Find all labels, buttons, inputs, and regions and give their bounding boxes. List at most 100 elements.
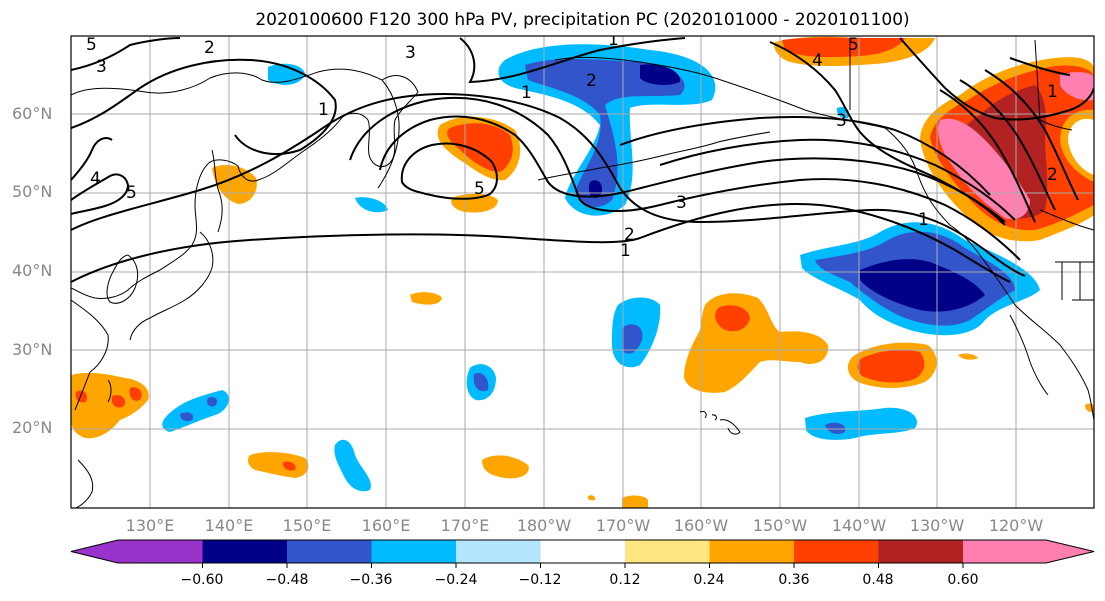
contour-pv-5 xyxy=(400,142,498,200)
contour-pv-3b xyxy=(659,138,1016,221)
contour-pv-ne-1 xyxy=(769,41,1006,223)
lat-label: 50°N xyxy=(12,182,53,201)
contour-label: 1 xyxy=(521,83,532,103)
contour-label: 3 xyxy=(96,57,107,77)
contour-pv-ne-2 xyxy=(899,37,1094,121)
lon-label: 140°W xyxy=(831,516,887,535)
contour-label: 1 xyxy=(318,100,329,120)
contour-label: 2 xyxy=(586,71,597,91)
negative-anomaly-small xyxy=(162,297,917,492)
coast-china xyxy=(71,299,109,411)
pv-contours xyxy=(71,37,1094,283)
contour-label: 1 xyxy=(620,241,631,261)
colorbar-bin xyxy=(456,540,541,563)
colorbar-tick-label: −0.60 xyxy=(180,572,224,588)
contour-label: 2 xyxy=(204,38,215,58)
lon-label: 140°E xyxy=(204,516,254,535)
lon-label: 150°W xyxy=(752,516,808,535)
contour-label: 5 xyxy=(86,35,97,55)
contour-label: 5 xyxy=(474,179,485,199)
map-frame xyxy=(70,35,1095,509)
colorbar-bin xyxy=(878,540,964,563)
contour-pv-5b xyxy=(619,115,991,196)
contour-label: 2 xyxy=(624,225,635,245)
coast-baja xyxy=(1009,314,1049,396)
coast-kamchatka xyxy=(377,79,400,189)
lon-label: 180°W xyxy=(516,516,572,535)
contour-pv-4 xyxy=(379,115,1006,226)
coast-taiwan xyxy=(107,379,112,403)
colorbar-bin xyxy=(118,540,203,563)
lon-label: 130°E xyxy=(125,516,175,535)
colorbar-bin xyxy=(202,540,288,563)
contour-label: 4 xyxy=(812,51,823,71)
contour-label: 3 xyxy=(836,111,847,131)
lon-label: 120°W xyxy=(988,516,1044,535)
colorbar-tick-label: −0.24 xyxy=(434,572,478,588)
lon-label: 150°E xyxy=(282,516,332,535)
colorbar-extend-max xyxy=(1046,540,1094,563)
lon-label: 130°W xyxy=(909,516,965,535)
colorbar-bin xyxy=(371,540,457,563)
contour-pv-ne-trough2 xyxy=(959,79,1056,211)
lat-label: 60°N xyxy=(12,104,53,123)
colorbar-bin xyxy=(963,540,1046,563)
contour-label: 2 xyxy=(1047,165,1058,185)
colorbar-tick-label: −0.12 xyxy=(518,572,562,588)
colorbar-tick-label: 0.48 xyxy=(862,572,894,588)
colorbar-tick-label: 0.60 xyxy=(947,572,979,588)
contour-pv-west-4 xyxy=(71,173,130,215)
map-gridlines xyxy=(71,36,1094,508)
contour-pv-ne-trough3 xyxy=(984,69,1079,201)
colorbar-bin xyxy=(794,540,879,563)
colorbar-tick-label: −0.48 xyxy=(265,572,309,588)
contour-pv-ne-4 xyxy=(1009,57,1071,76)
contour-pv-west-5 xyxy=(71,137,113,181)
lat-label: 20°N xyxy=(12,418,53,437)
colorbar-tick-label: 0.36 xyxy=(778,572,810,588)
contour-label: 5 xyxy=(848,35,859,55)
coast-philippines xyxy=(75,459,94,508)
coast-japan xyxy=(129,231,214,341)
coast-us-states xyxy=(1055,261,1094,301)
contour-pv-1 xyxy=(71,203,1011,283)
coast-canada-border xyxy=(849,38,1094,231)
colorbar-bin xyxy=(709,540,795,563)
lon-label: 170°W xyxy=(595,516,651,535)
colorbar-tick-label: −0.36 xyxy=(349,572,393,588)
contour-label: 5 xyxy=(126,183,137,203)
colorbar-tick-label: 0.24 xyxy=(693,572,725,588)
contour-pv-3 xyxy=(349,96,1021,261)
colorbar-outline xyxy=(70,539,1095,564)
colorbar-bin xyxy=(287,540,372,563)
lon-label: 160°W xyxy=(673,516,729,535)
contour-label: 1 xyxy=(1047,82,1058,102)
colorbar-bin xyxy=(625,540,710,563)
pv-contour-labels: 5 2 3 1 4 5 3 1 2 1 4 5 5 3 2 1 1 3 1 2 xyxy=(86,30,1058,261)
contour-pv-ne-trough1 xyxy=(939,89,1036,223)
coast-alaska xyxy=(554,56,1094,421)
lon-label: 160°E xyxy=(361,516,411,535)
contour-pv-2 xyxy=(71,93,1026,277)
contour-label: 1 xyxy=(918,210,929,230)
coastlines xyxy=(71,38,1094,508)
coast-hawaii xyxy=(699,411,741,435)
coast-sakhalin xyxy=(211,149,223,233)
colorbar-tick-label: 0.12 xyxy=(609,572,641,588)
contour-pv-north-1 xyxy=(459,37,686,84)
lon-label: 170°E xyxy=(440,516,490,535)
colorbar-extend-min xyxy=(71,540,118,563)
contour-label: 3 xyxy=(405,43,416,63)
map-title: 2020100600 F120 300 hPa PV, precipitatio… xyxy=(255,10,910,30)
lat-label: 40°N xyxy=(12,261,53,280)
colorbar xyxy=(70,539,1095,568)
colorbar-bin xyxy=(540,540,626,563)
contour-label: 4 xyxy=(90,169,101,189)
coast-siberia xyxy=(71,68,419,299)
contour-pv-north-3 xyxy=(71,37,181,71)
lat-label: 30°N xyxy=(12,340,53,359)
coast-aleutians xyxy=(537,131,771,181)
contour-pv-north-2 xyxy=(71,58,337,155)
contour-label: 1 xyxy=(608,30,619,50)
